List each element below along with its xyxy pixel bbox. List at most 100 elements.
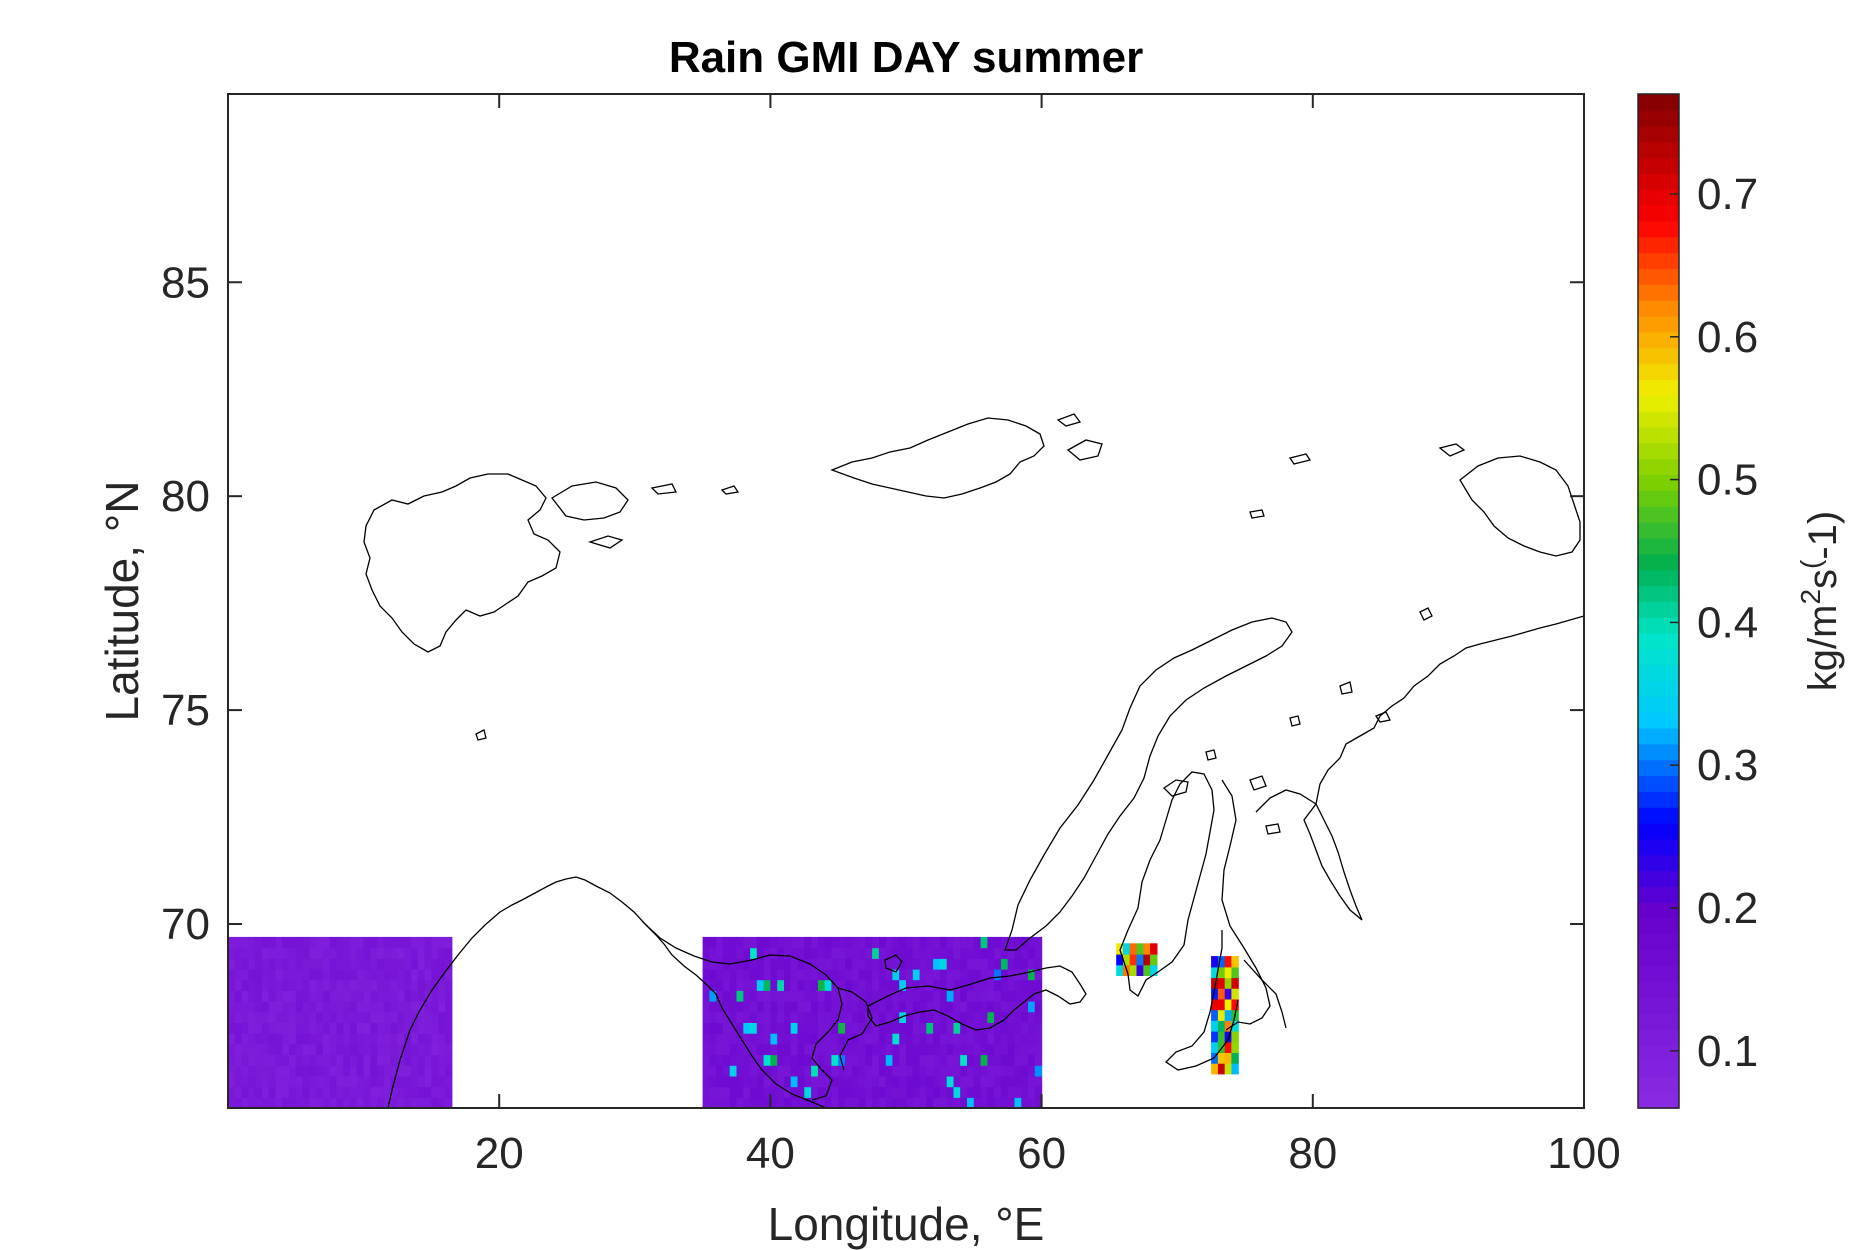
heatmap-cell — [973, 958, 982, 970]
heatmap-cell — [343, 958, 351, 970]
heatmap-cell — [343, 979, 351, 991]
heatmap-cell — [994, 1033, 1002, 1045]
heatmap-cell — [790, 979, 799, 991]
heatmap-cell — [1028, 936, 1036, 949]
heatmap-cell — [987, 1011, 995, 1023]
heatmap-cell — [370, 1054, 378, 1066]
heatmap-cell — [770, 1097, 778, 1108]
heatmap-cell — [336, 1022, 344, 1034]
heatmap-cell — [295, 1001, 304, 1013]
colorbar-slice — [1638, 949, 1679, 967]
colorbar-slice — [1638, 157, 1679, 175]
heatmap-cell — [1116, 954, 1124, 966]
colorbar-slice — [1638, 870, 1679, 887]
heatmap-cell — [804, 1043, 812, 1056]
heatmap-cell — [878, 1033, 887, 1045]
heatmap-cell — [241, 1033, 249, 1045]
heatmap-cell — [750, 1075, 758, 1088]
heatmap-cell — [892, 1001, 900, 1013]
heatmap-cell — [1224, 966, 1233, 979]
heatmap-cell — [702, 1033, 710, 1045]
heatmap-cell — [953, 1054, 961, 1066]
heatmap-cell — [716, 1022, 724, 1034]
heatmap-cell — [722, 1022, 731, 1034]
heatmap-cell — [390, 968, 399, 981]
colorbar-slice — [1638, 743, 1679, 761]
heatmap-cell — [953, 1011, 961, 1023]
heatmap-cell — [939, 1086, 948, 1098]
heatmap-cell — [872, 968, 880, 981]
heatmap-cell — [417, 1033, 426, 1045]
heatmap-cell — [865, 958, 873, 970]
heatmap-cell — [784, 1022, 792, 1034]
heatmap-cell — [858, 1054, 866, 1066]
colorbar-slice — [1638, 505, 1679, 523]
heatmap-cell — [309, 958, 317, 970]
x-axis-label: Longitude, °E — [768, 1198, 1045, 1250]
heatmap-cell — [289, 1001, 297, 1013]
plot-area: 20 40 60 80 100 70 75 80 85 — [161, 93, 1621, 1178]
heatmap-cell — [411, 968, 419, 981]
heatmap-cell — [350, 1011, 358, 1023]
heatmap-cell — [722, 1075, 731, 1088]
heatmap-cell — [973, 968, 982, 981]
heatmap-cell — [431, 1033, 439, 1045]
heatmap-cell — [350, 1054, 358, 1066]
heatmap-cell — [438, 1011, 446, 1023]
heatmap-cell — [322, 990, 331, 1002]
colorbar-slice — [1638, 1060, 1679, 1078]
heatmap-cell — [1014, 1075, 1022, 1088]
x-tick-label: 80 — [1288, 1129, 1337, 1178]
heatmap-cell — [980, 947, 988, 959]
heatmap-cell — [987, 1086, 995, 1098]
heatmap-cell — [397, 1065, 405, 1077]
heatmap-cell — [784, 1075, 792, 1088]
heatmap-cell — [784, 1054, 792, 1066]
heatmap-cell — [268, 1043, 277, 1056]
heatmap-cell — [322, 1033, 331, 1045]
heatmap-cell — [777, 1086, 785, 1098]
heatmap-cell — [336, 1075, 344, 1088]
heatmap-cell — [383, 979, 392, 991]
colorbar-slice — [1638, 395, 1679, 412]
heatmap-cell — [248, 936, 256, 949]
heatmap-cell — [261, 979, 270, 991]
heatmap-cell — [302, 979, 310, 991]
heatmap-cell — [322, 1001, 331, 1013]
heatmap-cell — [967, 1001, 975, 1013]
heatmap-cell — [987, 1097, 995, 1108]
heatmap-cell — [736, 1054, 744, 1066]
heatmap-cell — [234, 1065, 243, 1077]
heatmap-cell — [309, 1022, 317, 1034]
heatmap-cell — [248, 958, 256, 970]
heatmap-cell — [878, 1075, 887, 1088]
heatmap-cell — [241, 1054, 249, 1066]
heatmap-cell — [906, 1075, 914, 1088]
heatmap-cell — [377, 936, 385, 949]
heatmap-cell — [1143, 943, 1151, 955]
heatmap-cell — [858, 979, 866, 991]
heatmap-cell — [804, 990, 812, 1002]
heatmap-cell — [248, 1065, 256, 1077]
heatmap-cell — [363, 968, 371, 981]
heatmap-cell — [397, 1086, 405, 1098]
heatmap-cell — [980, 1033, 988, 1045]
heatmap-cell — [1021, 1022, 1029, 1034]
heatmap-cell — [892, 1043, 900, 1056]
heatmap-cell — [926, 1054, 934, 1066]
heatmap-cell — [709, 1043, 717, 1056]
heatmap-cell — [946, 958, 955, 970]
heatmap-cell — [295, 990, 304, 1002]
heatmap-cell — [1231, 1041, 1239, 1053]
colorbar-slice — [1638, 727, 1679, 745]
heatmap-cell — [397, 979, 405, 991]
heatmap-cell — [702, 968, 710, 981]
heatmap-cell — [261, 958, 270, 970]
heatmap-cell — [295, 1097, 304, 1108]
heatmap-cell — [817, 1043, 826, 1056]
heatmap-cell — [709, 936, 717, 949]
heatmap-cell — [404, 968, 412, 981]
heatmap-cell — [377, 1001, 385, 1013]
heatmap-cell — [933, 968, 941, 981]
heatmap-cell — [980, 979, 988, 991]
